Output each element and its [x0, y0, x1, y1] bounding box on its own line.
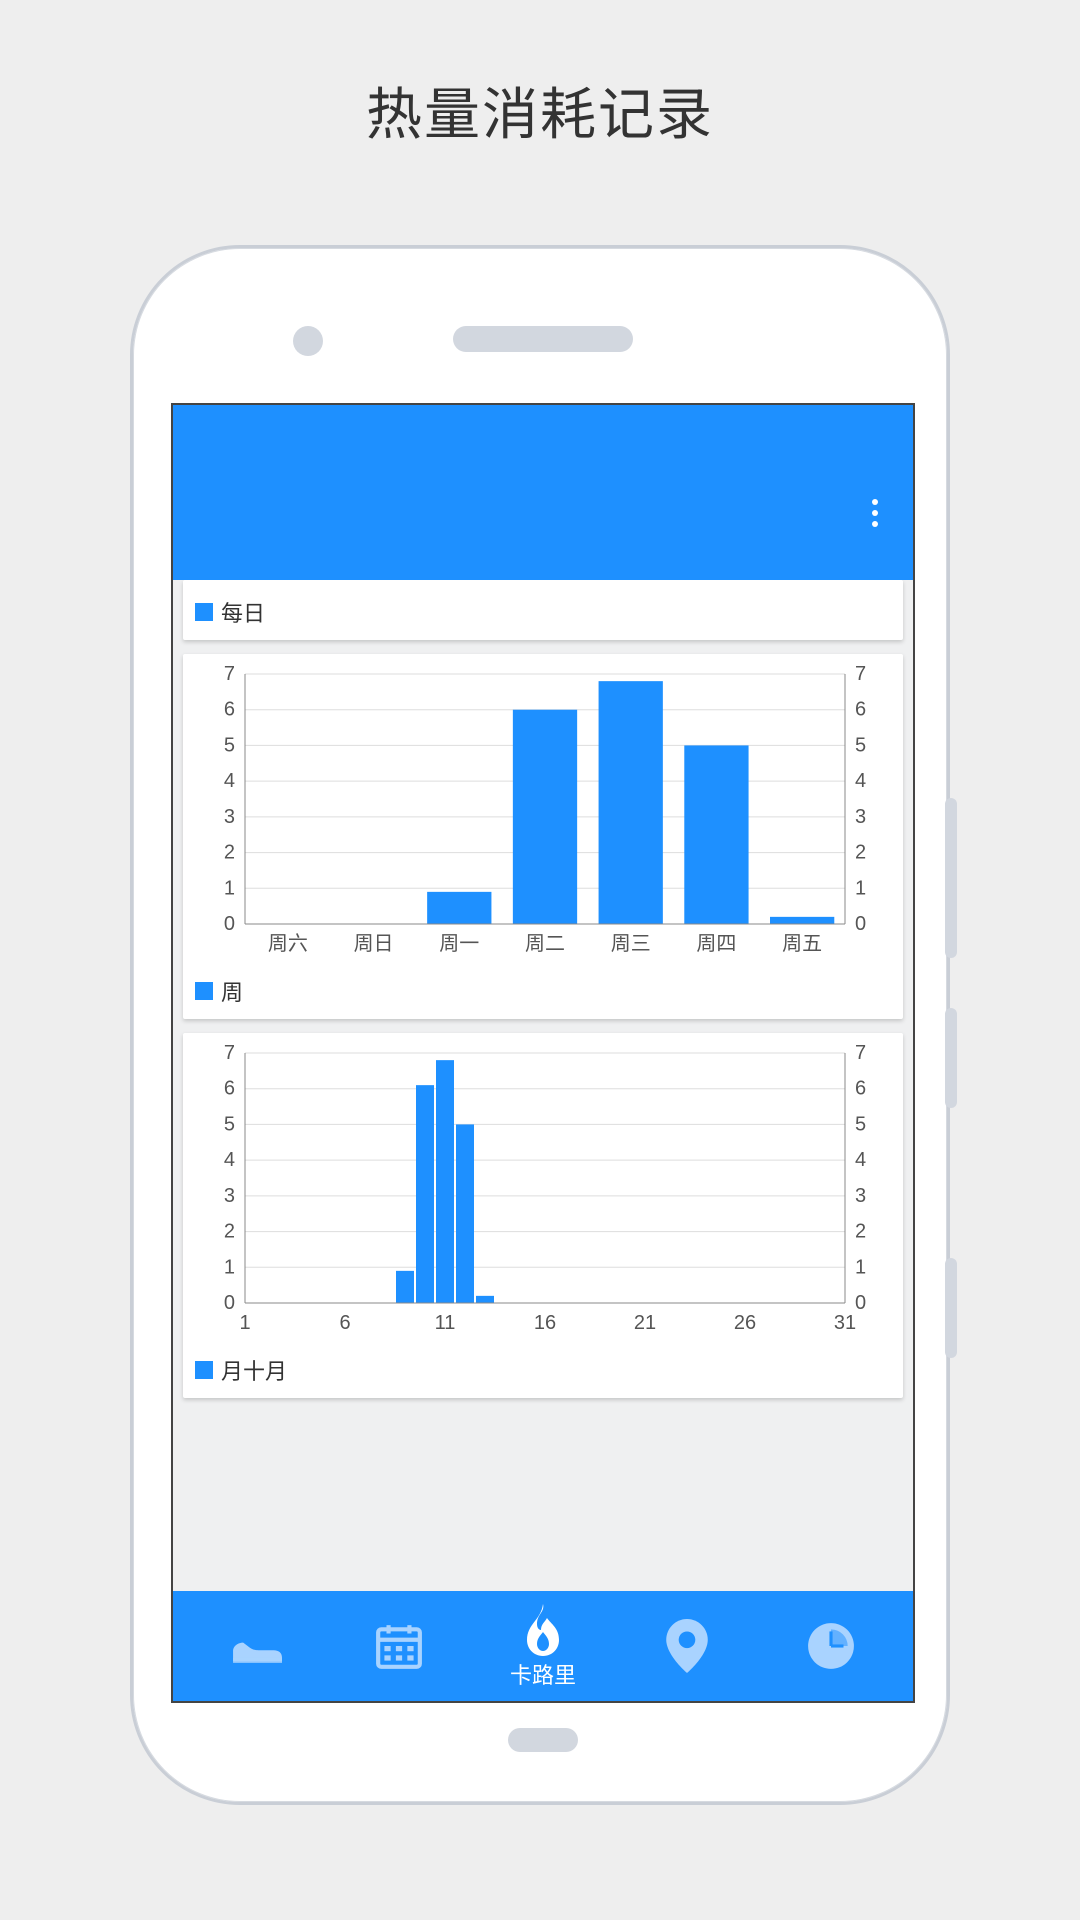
- phone-earpiece: [453, 326, 633, 352]
- svg-text:4: 4: [224, 770, 235, 792]
- svg-text:周五: 周五: [782, 933, 822, 955]
- svg-text:3: 3: [224, 806, 235, 828]
- phone-screen: 每日 0011223344556677周六周日周一周二周三周四周五 周 0011…: [171, 403, 915, 1703]
- page-title: 热量消耗记录: [0, 0, 1080, 151]
- svg-text:4: 4: [855, 1149, 866, 1171]
- svg-text:周三: 周三: [611, 933, 651, 955]
- phone-side-button: [945, 1008, 957, 1108]
- weekly-legend-label: 周: [221, 975, 243, 1007]
- svg-text:1: 1: [855, 1256, 866, 1278]
- daily-legend-label: 每日: [221, 596, 265, 628]
- monthly-legend-label: 月十月: [221, 1354, 287, 1386]
- svg-text:5: 5: [224, 1113, 235, 1135]
- more-menu-button[interactable]: [855, 493, 895, 533]
- svg-text:1: 1: [224, 1256, 235, 1278]
- svg-text:6: 6: [855, 1078, 866, 1100]
- svg-text:周四: 周四: [696, 933, 736, 955]
- monthly-legend: 月十月: [195, 1354, 891, 1386]
- phone-side-button: [945, 798, 957, 958]
- svg-text:周二: 周二: [525, 933, 565, 955]
- svg-text:0: 0: [855, 913, 866, 935]
- nav-calendar-tab[interactable]: [327, 1621, 471, 1671]
- svg-text:1: 1: [855, 877, 866, 899]
- svg-text:1: 1: [224, 877, 235, 899]
- monthly-card: 0011223344556677161116212631 月十月: [183, 1033, 903, 1398]
- nav-location-tab[interactable]: [615, 1619, 759, 1673]
- clock-icon: [806, 1621, 856, 1671]
- more-menu-icon: [872, 499, 878, 505]
- svg-text:7: 7: [855, 664, 866, 685]
- phone-camera-dot: [293, 326, 323, 356]
- scroll-content[interactable]: 每日 0011223344556677周六周日周一周二周三周四周五 周 0011…: [173, 580, 913, 1398]
- svg-text:2: 2: [855, 842, 866, 864]
- svg-text:3: 3: [855, 1185, 866, 1207]
- svg-text:0: 0: [855, 1292, 866, 1314]
- monthly-legend-swatch: [195, 1361, 213, 1379]
- svg-text:7: 7: [855, 1043, 866, 1064]
- nav-calories-label: 卡路里: [510, 1658, 576, 1690]
- weekly-legend: 周: [195, 975, 891, 1007]
- svg-text:1: 1: [239, 1312, 250, 1334]
- svg-text:3: 3: [855, 806, 866, 828]
- phone-home-indicator: [508, 1728, 578, 1752]
- flame-icon: [518, 1602, 568, 1656]
- nav-time-tab[interactable]: [759, 1621, 903, 1671]
- phone-frame: 每日 0011223344556677周六周日周一周二周三周四周五 周 0011…: [130, 245, 950, 1805]
- calendar-icon: [374, 1621, 424, 1671]
- svg-text:2: 2: [224, 1221, 235, 1243]
- svg-text:16: 16: [534, 1312, 556, 1334]
- svg-text:2: 2: [855, 1221, 866, 1243]
- svg-text:0: 0: [224, 1292, 235, 1314]
- weekly-legend-swatch: [195, 982, 213, 1000]
- svg-text:31: 31: [834, 1312, 856, 1334]
- daily-card: 每日: [183, 580, 903, 640]
- daily-legend: 每日: [195, 596, 891, 628]
- nav-shoe-tab[interactable]: [183, 1622, 327, 1670]
- svg-text:6: 6: [224, 699, 235, 721]
- svg-text:4: 4: [855, 770, 866, 792]
- svg-text:周一: 周一: [439, 933, 479, 955]
- svg-text:2: 2: [224, 842, 235, 864]
- svg-text:6: 6: [224, 1078, 235, 1100]
- phone-side-button: [945, 1258, 957, 1358]
- svg-text:3: 3: [224, 1185, 235, 1207]
- svg-text:0: 0: [224, 913, 235, 935]
- daily-legend-swatch: [195, 603, 213, 621]
- svg-text:5: 5: [224, 734, 235, 756]
- nav-calories-tab[interactable]: 卡路里: [471, 1602, 615, 1690]
- svg-text:11: 11: [435, 1312, 456, 1334]
- svg-text:周六: 周六: [268, 932, 308, 955]
- weekly-card: 0 0 1 1 2 2 3 3 4 4 5 5 6 6 7 7 周六 周日 周一 周二 周三 周四 周五 周: [183, 654, 903, 1019]
- svg-text:6: 6: [855, 699, 866, 721]
- svg-text:4: 4: [224, 1149, 235, 1171]
- monthly-bar-chart: 0011223344556677161116212631: [195, 1043, 891, 1348]
- pin-icon: [665, 1619, 709, 1673]
- weekly-bar-chart: 0 0 1 1 2 2 3 3 4 4 5 5 6 6 7 7 周六 周日 周一 周二 周三 周四 周五: [195, 664, 891, 969]
- svg-text:5: 5: [855, 734, 866, 756]
- svg-text:26: 26: [734, 1312, 756, 1334]
- svg-text:6: 6: [339, 1312, 350, 1334]
- svg-text:21: 21: [634, 1312, 656, 1334]
- svg-text:7: 7: [224, 664, 235, 685]
- shoe-icon: [228, 1622, 282, 1670]
- svg-text:7: 7: [224, 1043, 235, 1064]
- bottom-nav: 卡路里: [173, 1591, 913, 1701]
- app-header: [173, 405, 913, 580]
- svg-text:周日: 周日: [354, 933, 394, 955]
- svg-text:5: 5: [855, 1113, 866, 1135]
